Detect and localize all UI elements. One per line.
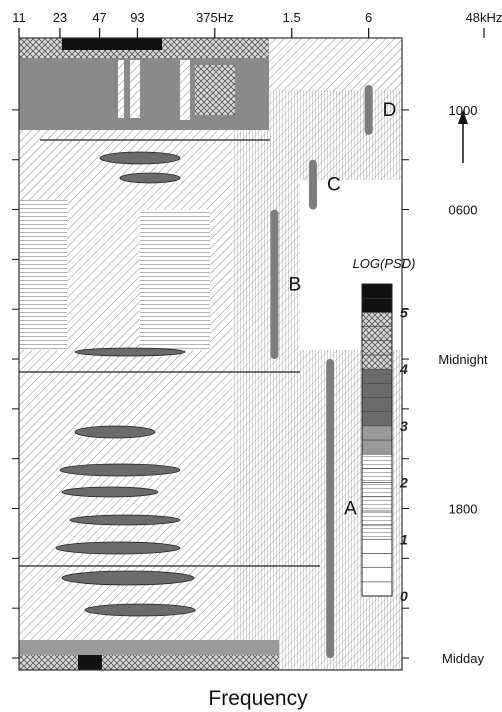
- time-arrow: [458, 110, 468, 163]
- band-label: D: [383, 100, 397, 121]
- x-axis-title: Frequency: [208, 687, 308, 710]
- plot-frame: [18, 37, 403, 671]
- time-label: Midnight: [438, 352, 488, 367]
- arrow-head-icon: [458, 110, 468, 124]
- blob: [59, 463, 181, 477]
- blob: [84, 603, 196, 617]
- bottom-cross-band: [19, 655, 279, 670]
- plot-area: [18, 37, 403, 671]
- legend-tick-label: 2: [399, 475, 408, 491]
- time-label: 0600: [449, 203, 478, 218]
- band-label: C: [327, 175, 341, 196]
- blob: [74, 347, 186, 357]
- plot-background-horiz-left: [19, 200, 67, 350]
- plot-background-horiz-mid: [140, 210, 210, 350]
- blob: [61, 570, 195, 586]
- band-label: A: [344, 499, 357, 520]
- blob: [119, 172, 181, 184]
- legend-swatch: [361, 411, 393, 427]
- legend-tick-label: 4: [399, 361, 408, 377]
- x-tick-label: 93: [130, 10, 144, 25]
- legend-swatch: [361, 326, 393, 342]
- legend-swatch: [361, 510, 393, 526]
- x-tick-label: 11: [12, 10, 26, 25]
- band-bar: [270, 209, 279, 360]
- top-white-vertical: [118, 60, 190, 120]
- contour-blobs: [55, 151, 196, 617]
- band-label: B: [289, 274, 302, 295]
- legend-swatch: [361, 312, 393, 327]
- legend-swatch: [361, 425, 393, 441]
- time-label: Midday: [442, 651, 484, 666]
- legend-swatch: [361, 453, 393, 469]
- legend-swatch: [361, 297, 393, 313]
- legend-swatch: [361, 283, 393, 299]
- legend: LOG(PSD) 5 4 3 2 1 0: [353, 256, 416, 604]
- legend-tick-label: 5: [400, 304, 408, 320]
- legend-swatch: [361, 340, 393, 356]
- legend-swatch: [361, 567, 393, 583]
- legend-swatch: [361, 368, 393, 384]
- blob: [99, 151, 181, 165]
- legend-swatch: [361, 397, 393, 412]
- top-hatched-block: [195, 65, 235, 115]
- legend-swatch: [361, 468, 393, 483]
- band-bar: [308, 159, 317, 210]
- legend-swatch: [361, 553, 393, 568]
- blob: [61, 486, 159, 498]
- legend-title: LOG(PSD): [353, 256, 416, 271]
- x-axis-ticks: 11 23 47 93 375Hz 1.5 6 48kHz: [12, 10, 502, 659]
- legend-tick-label: 3: [400, 418, 408, 434]
- legend-tick-label: 1: [400, 531, 408, 547]
- legend-swatch: [361, 538, 393, 554]
- x-tick-label: 6: [365, 10, 372, 25]
- bands-layer: A B C D: [270, 85, 397, 658]
- x-tick-label: 47: [92, 10, 106, 25]
- time-label: 1800: [449, 502, 478, 517]
- band-bar: [364, 85, 373, 135]
- legend-swatch: [361, 354, 393, 370]
- x-tick-label: 1.5: [283, 10, 301, 25]
- legend-swatch: [361, 382, 393, 398]
- blob: [55, 541, 181, 555]
- streak-lines: [19, 139, 320, 567]
- legend-swatch: [361, 482, 393, 498]
- legend-tick-label: 0: [400, 588, 408, 604]
- top-black-cell: [62, 38, 162, 50]
- legend-swatch: [361, 496, 393, 512]
- blob: [74, 425, 156, 439]
- blob: [69, 514, 181, 526]
- x-tick-label: 375Hz: [196, 10, 234, 25]
- legend-frame: [361, 283, 393, 597]
- legend-swatch: [361, 524, 393, 540]
- x-tick-label: 23: [53, 10, 67, 25]
- bottom-black-cell: [78, 655, 102, 670]
- legend-swatch: [361, 581, 393, 597]
- legend-swatch: [361, 439, 393, 455]
- x-tick-label: 48kHz: [466, 10, 502, 25]
- band-bar: [326, 359, 335, 658]
- time-axis: 10000600Midnight1800Midday: [438, 103, 488, 666]
